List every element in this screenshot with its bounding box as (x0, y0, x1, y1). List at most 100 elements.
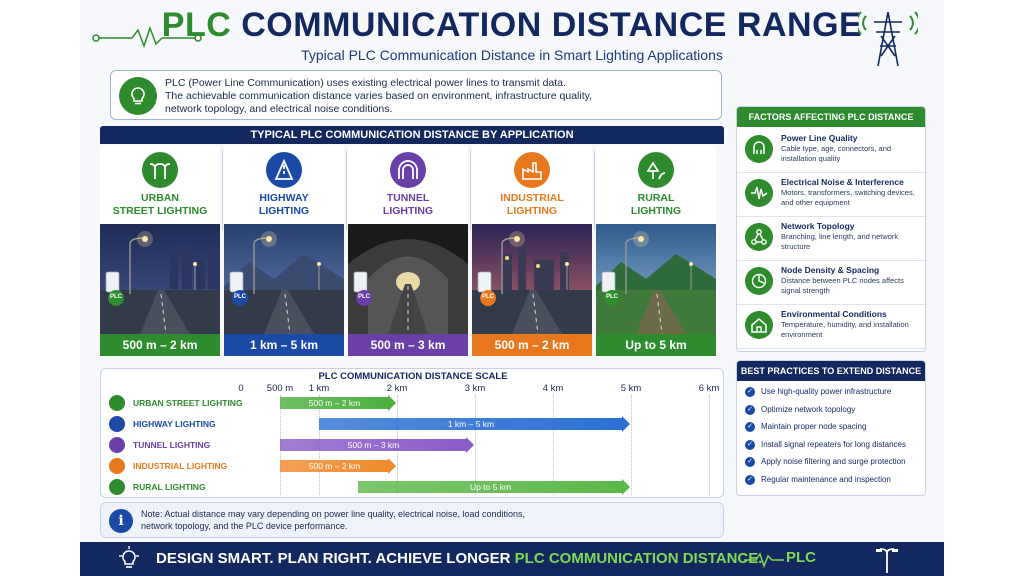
application-name-line: LIGHTING (382, 205, 434, 217)
scale-range-bar: 500 m – 3 km (280, 437, 474, 453)
application-card: INDUSTRIAL LIGHTING PLC 500 m – 2 km (472, 146, 592, 356)
application-name-line: INDUSTRIAL (500, 192, 564, 204)
factor-description: Distance between PLC nodes affects signa… (781, 276, 904, 295)
pulse-line-icon (92, 26, 202, 49)
footer-plc-label: PLC (786, 549, 816, 566)
street-light-icon (109, 395, 125, 411)
best-practice-text: Install signal repeaters for long distan… (761, 439, 906, 449)
scale-tick-label: 1 km (308, 383, 330, 394)
application-name-line: TUNNEL (386, 192, 430, 204)
plc-badge: PLC (482, 294, 494, 300)
application-photo: PLC (224, 224, 344, 334)
best-practices-panel: BEST PRACTICES TO EXTEND DISTANCE ✓ Use h… (736, 360, 926, 496)
factors-heading: FACTORS AFFECTING PLC DISTANCE (737, 107, 925, 127)
factors-panel: FACTORS AFFECTING PLC DISTANCE Power Lin… (736, 106, 927, 352)
factor-description: Motors, transformers, switching devices,… (781, 188, 915, 207)
scale-row-label: INDUSTRIAL LIGHTING (133, 461, 228, 471)
distance-scale-title: PLC COMMUNICATION DISTANCE SCALE (318, 371, 508, 382)
factor-title: Environmental Conditions (781, 309, 887, 319)
application-photo: PLC (596, 224, 716, 334)
application-name: HIGHWAY LIGHTING (224, 192, 344, 218)
scale-row-label: URBAN STREET LIGHTING (133, 398, 243, 408)
tunnel-icon (109, 437, 125, 453)
noise-wave-icon (745, 179, 773, 207)
highway-icon (109, 416, 125, 432)
column-divider (594, 150, 595, 230)
page-subtitle: Typical PLC Communication Distance in Sm… (301, 47, 723, 63)
application-range: 500 m – 2 km (472, 334, 592, 356)
plc-badge: PLC (358, 294, 370, 300)
scale-tick-label: 3 km (464, 383, 486, 394)
tree-icon (109, 479, 125, 495)
check-icon: ✓ (745, 422, 755, 432)
scale-tick-label: 2 km (386, 383, 408, 394)
application-name: RURAL LIGHTING (596, 192, 716, 218)
application-name: URBAN STREET LIGHTING (100, 192, 220, 218)
applications-heading: TYPICAL PLC COMMUNICATION DISTANCE BY AP… (100, 126, 724, 144)
best-practice-item: ✓ Apply noise filtering and surge protect… (745, 457, 906, 467)
highway-icon (266, 152, 302, 188)
factor-title: Electrical Noise & Interference (781, 177, 904, 187)
infographic: PLC COMMUNICATION DISTANCE RANGE Typical… (80, 0, 944, 576)
environment-icon (745, 311, 773, 339)
lightbulb-icon (119, 77, 157, 115)
application-name-line: LIGHTING (506, 205, 558, 217)
column-divider (222, 150, 223, 230)
best-practice-item: ✓ Optimize network topology (745, 404, 855, 415)
best-practice-item: ✓ Regular maintenance and inspection (745, 474, 891, 485)
plc-badge: PLC (110, 294, 122, 300)
check-icon: ✓ (745, 387, 755, 397)
application-photo: PLC (100, 224, 220, 334)
check-icon: ✓ (745, 457, 755, 467)
factor-title: Power Line Quality (781, 133, 858, 143)
plc-badge: PLC (234, 294, 246, 300)
scale-gridline (475, 395, 476, 495)
plc-badge: PLC (606, 294, 618, 300)
application-name-line: URBAN (141, 192, 179, 204)
cable-icon (745, 135, 773, 163)
power-tower-icon (858, 11, 918, 67)
application-card: HIGHWAY LIGHTING PLC 1 km – 5 km (224, 146, 344, 356)
scale-range-bar: Up to 5 km (358, 479, 630, 495)
street-light-icon (142, 152, 178, 188)
factory-icon (109, 458, 125, 474)
scale-range-bar: 1 km – 5 km (319, 416, 630, 432)
footer-banner: DESIGN SMART. PLAN RIGHT. ACHIEVE LONGER… (80, 542, 944, 576)
best-practice-text: Apply noise filtering and surge protecti… (761, 457, 906, 467)
tree-icon (638, 152, 674, 188)
application-name-line: RURAL (637, 192, 675, 204)
scale-gridline (553, 395, 554, 495)
factor-description: Cable type, age, connectors, and install… (781, 144, 892, 163)
application-card: URBAN STREET LIGHTING PLC 500 m – 2 km (100, 146, 220, 356)
street-light-icon (876, 548, 898, 573)
scale-range-bar: 500 m – 2 km (280, 458, 396, 474)
pulse-line-icon (744, 552, 784, 568)
application-name: INDUSTRIAL LIGHTING (472, 192, 592, 218)
column-divider (346, 150, 347, 230)
page-title: PLC COMMUNICATION DISTANCE RANGE (80, 6, 944, 45)
best-practices-heading: BEST PRACTICES TO EXTEND DISTANCE (737, 361, 925, 381)
best-practice-item: ✓ Use high-quality power infrastructure (745, 387, 891, 397)
scale-row-label: HIGHWAY LIGHTING (133, 419, 216, 429)
application-name-line: HIGHWAY (259, 192, 309, 204)
scale-tick-label: 6 km (698, 383, 720, 394)
application-name-line: LIGHTING (630, 205, 682, 217)
best-practice-text: Use high-quality power infrastructure (761, 387, 892, 397)
factor-item: Environmental Conditions Temperature, hum… (737, 305, 927, 349)
best-practice-item: ✓ Maintain proper node spacing (745, 422, 866, 432)
intro-box: PLC (Power Line Communication) uses exis… (110, 70, 722, 120)
factor-item: Node Density & Spacing Distance between P… (737, 261, 927, 305)
factor-title: Node Density & Spacing (781, 265, 880, 275)
tunnel-icon (390, 152, 426, 188)
best-practice-text: Regular maintenance and inspection (761, 474, 891, 484)
factor-item: Electrical Noise & Interference Motors, t… (737, 173, 927, 217)
factor-item: Power Line Quality Cable type, age, conne… (737, 129, 927, 173)
scale-row-label: TUNNEL LIGHTING (133, 440, 211, 450)
scale-range-bar: 500 m – 2 km (280, 395, 396, 411)
node-density-icon (745, 267, 773, 295)
check-icon: ✓ (745, 404, 755, 415)
title-part-main: COMMUNICATION DISTANCE RANGE (241, 6, 863, 44)
footer-slogan: DESIGN SMART. PLAN RIGHT. ACHIEVE LONGER… (156, 550, 763, 567)
scale-gridline (709, 395, 710, 495)
application-name-line: STREET LIGHTING (112, 205, 208, 217)
